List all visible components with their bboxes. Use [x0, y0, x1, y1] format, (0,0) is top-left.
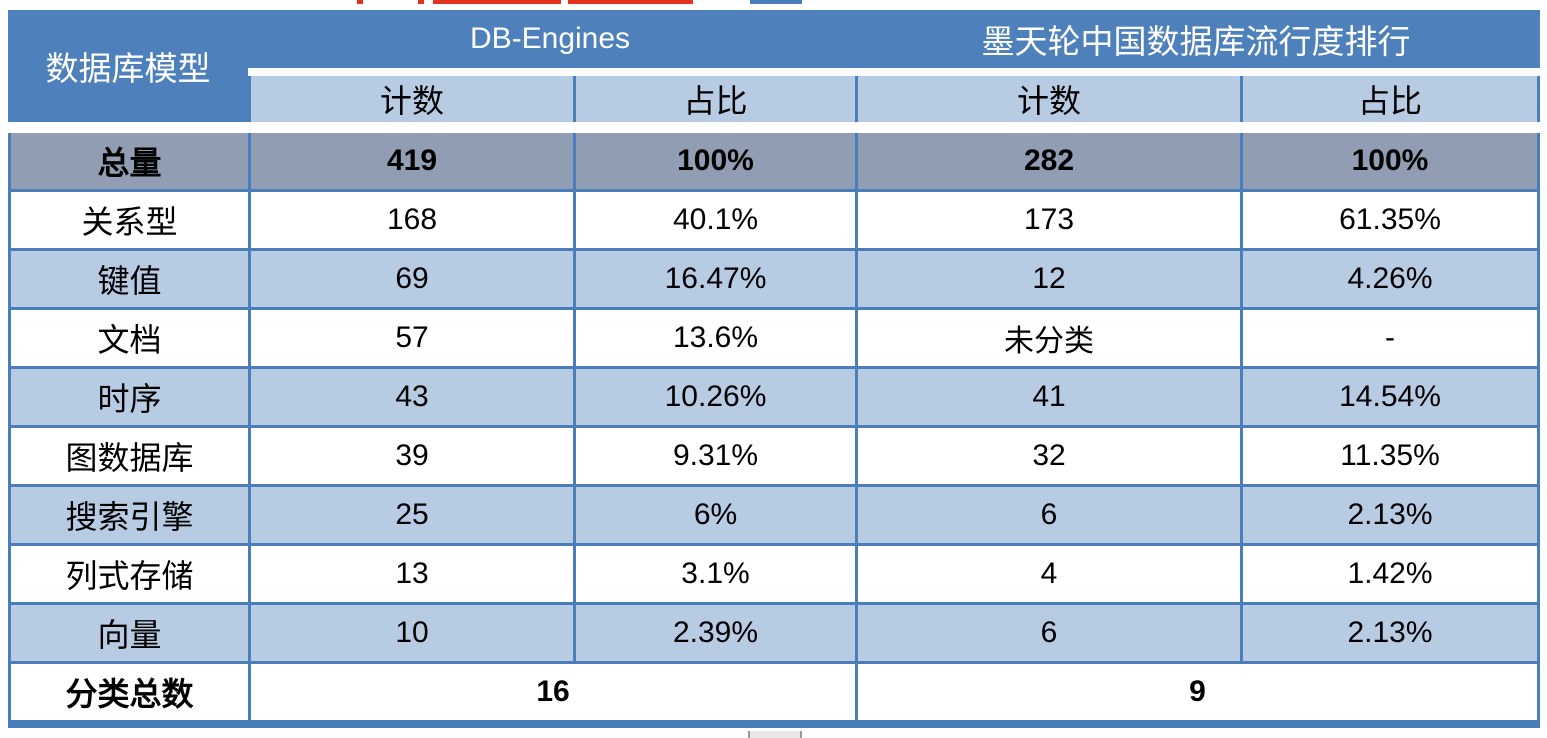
motianlun-pct-cell: 2.13% — [1240, 487, 1537, 543]
table-row: 键值 69 16.47% 12 4.26% — [11, 248, 1537, 307]
cropped-red-underline-fragment — [433, 0, 561, 4]
motianlun-count-cell: 41 — [855, 369, 1240, 425]
header-body-gap — [8, 122, 1540, 133]
subheader-db-engines-pct: 占比 — [573, 76, 855, 122]
table-row: 搜索引擎 25 6% 6 2.13% — [11, 484, 1537, 543]
db-engines-pct-cell: 6% — [573, 487, 855, 543]
row-label: 总量 — [97, 145, 162, 181]
row-label: 搜索引擎 — [65, 499, 194, 535]
motianlun-count-cell: 173 — [855, 192, 1240, 248]
motianlun-count-cell: 12 — [855, 251, 1240, 307]
table-row: 图数据库 39 9.31% 32 11.35% — [11, 425, 1537, 484]
motianlun-count-cell: 32 — [855, 428, 1240, 484]
group-header-db-engines: DB-Engines — [469, 22, 631, 55]
row-label: 时序 — [97, 381, 162, 417]
motianlun-pct-cell: 14.54% — [1240, 369, 1537, 425]
motianlun-pct-cell: 61.35% — [1240, 192, 1537, 248]
db-engines-count-cell: 419 — [248, 133, 573, 189]
db-engines-pct-cell: 10.26% — [573, 369, 855, 425]
db-engines-count-cell: 43 — [248, 369, 573, 425]
db-engines-pct-cell: 100% — [573, 133, 855, 189]
row-label: 图数据库 — [65, 440, 194, 476]
db-engines-count-cell: 25 — [248, 487, 573, 543]
motianlun-pct-cell: - — [1240, 310, 1537, 366]
row-label: 关系型 — [81, 204, 178, 240]
subheader-motianlun-count: 计数 — [855, 76, 1240, 122]
column-group-row: DB-Engines 墨天轮中国数据库流行度排行 — [248, 10, 1540, 68]
row-label: 分类总数 — [65, 676, 194, 712]
motianlun-count-cell: 282 — [855, 133, 1240, 189]
table-row: 列式存储 13 3.1% 4 1.42% — [11, 543, 1537, 602]
db-engines-count-cell: 69 — [248, 251, 573, 307]
db-engines-pct-cell: 40.1% — [573, 192, 855, 248]
motianlun-total-cell: 9 — [855, 664, 1537, 720]
header-right: DB-Engines 墨天轮中国数据库流行度排行 计数 占比 计数 占比 — [248, 10, 1540, 122]
subheader-row: 计数 占比 计数 占比 — [248, 76, 1540, 122]
subheader-motianlun-pct: 占比 — [1240, 76, 1537, 122]
cropped-red-mark — [357, 0, 363, 4]
header-gap — [248, 68, 1540, 76]
table-body: 总量 419 100% 282 100% 关系型 168 40.1% 173 6… — [8, 133, 1540, 728]
db-engines-pct-cell: 9.31% — [573, 428, 855, 484]
motianlun-pct-cell: 2.13% — [1240, 605, 1537, 661]
table-row: 向量 10 2.39% 6 2.13% — [11, 602, 1537, 661]
row-label: 键值 — [97, 263, 162, 299]
subheader-db-engines-count: 计数 — [248, 76, 573, 122]
motianlun-count-cell: 4 — [855, 546, 1240, 602]
motianlun-count-cell: 未分类 — [855, 310, 1240, 366]
motianlun-pct-cell: 11.35% — [1240, 428, 1537, 484]
db-engines-count-cell: 13 — [248, 546, 573, 602]
db-engines-pct-cell: 16.47% — [573, 251, 855, 307]
db-engines-total-cell: 16 — [248, 664, 855, 720]
db-engines-pct-cell: 13.6% — [573, 310, 855, 366]
cropped-bottom-fragment — [748, 731, 802, 738]
cropped-red-mark — [418, 0, 424, 4]
group-header-motianlun: 墨天轮中国数据库流行度排行 — [981, 25, 1411, 61]
db-engines-count-cell: 57 — [248, 310, 573, 366]
table-row-category-totals: 分类总数 16 9 — [11, 661, 1537, 720]
db-engines-count-cell: 10 — [248, 605, 573, 661]
cropped-blue-underline-fragment — [750, 0, 802, 4]
table-row: 关系型 168 40.1% 173 61.35% — [11, 189, 1537, 248]
row-label: 文档 — [97, 322, 162, 358]
row-label: 列式存储 — [65, 558, 194, 594]
table-row: 文档 57 13.6% 未分类 - — [11, 307, 1537, 366]
db-engines-count-cell: 168 — [248, 192, 573, 248]
motianlun-pct-cell: 100% — [1240, 133, 1537, 189]
db-engines-pct-cell: 2.39% — [573, 605, 855, 661]
table-row: 时序 43 10.26% 41 14.54% — [11, 366, 1537, 425]
cropped-red-underline-fragment — [568, 0, 693, 4]
row-label: 向量 — [97, 617, 162, 653]
db-engines-pct-cell: 3.1% — [573, 546, 855, 602]
table-row-total: 总量 419 100% 282 100% — [11, 133, 1537, 189]
motianlun-pct-cell: 4.26% — [1240, 251, 1537, 307]
database-model-comparison-table: 数据库模型 DB-Engines 墨天轮中国数据库流行度排行 计数 占比 计数 … — [8, 10, 1540, 728]
db-engines-count-cell: 39 — [248, 428, 573, 484]
table-header: 数据库模型 DB-Engines 墨天轮中国数据库流行度排行 计数 占比 计数 … — [8, 10, 1540, 122]
corner-header-cell: 数据库模型 — [8, 10, 248, 122]
motianlun-count-cell: 6 — [855, 487, 1240, 543]
motianlun-count-cell: 6 — [855, 605, 1240, 661]
motianlun-pct-cell: 1.42% — [1240, 546, 1537, 602]
